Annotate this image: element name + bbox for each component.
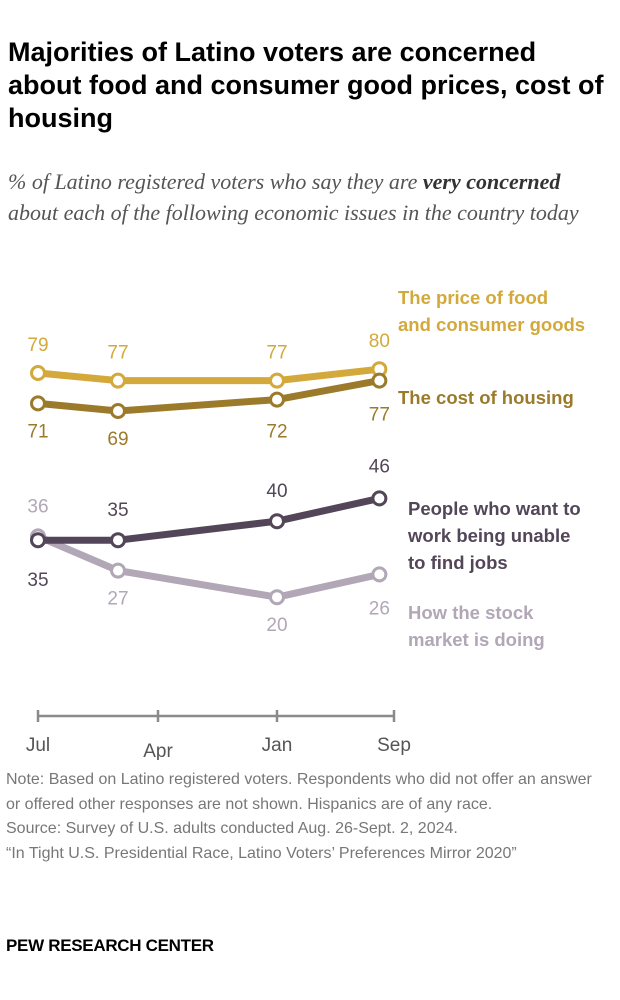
series-label: market is doing: [408, 629, 545, 650]
data-point: [30, 395, 46, 412]
data-label: 69: [107, 429, 128, 450]
data-label: 35: [107, 500, 128, 521]
chart-title: Majorities of Latino voters are concerne…: [8, 37, 604, 133]
note-text: Note: Based on Latino registered voters.…: [6, 771, 592, 813]
data-point: [30, 532, 46, 549]
report-title: “In Tight U.S. Presidential Race, Latino…: [6, 844, 517, 862]
data-label: 35: [27, 570, 48, 591]
data-label: 77: [266, 343, 287, 364]
series-label: The cost of housing: [398, 387, 574, 408]
data-label: 40: [266, 481, 287, 502]
data-label: 77: [369, 405, 390, 426]
series-label: How the stock: [408, 602, 534, 623]
series-line: [37, 365, 380, 385]
series-label: and consumer goods: [398, 314, 585, 335]
series-line: [36, 533, 381, 601]
x-tick-label: Jul: [26, 735, 50, 756]
data-label: 46: [369, 456, 390, 477]
chart-notes: Note: Based on Latino registered voters.…: [6, 768, 606, 866]
series-line: [38, 494, 381, 544]
data-label: 77: [107, 343, 128, 364]
series-label: People who want to: [408, 498, 581, 519]
x-tick-label: Jan: [262, 735, 293, 756]
data-label: 79: [27, 335, 48, 356]
data-point: [371, 372, 388, 389]
data-point: [371, 490, 388, 507]
data-point: [269, 391, 285, 408]
subtitle-text: % of Latino registered voters who say th…: [8, 169, 423, 194]
data-point: [269, 513, 285, 530]
data-label: 27: [107, 589, 128, 610]
subtitle-text-end: about each of the following economic iss…: [8, 200, 579, 225]
data-point: [269, 372, 285, 389]
series-line: [37, 377, 381, 415]
line-chart: Jul2022Apr2023Jan2024Sep202436272026How …: [26, 287, 585, 760]
data-point: [110, 562, 126, 579]
data-label: 26: [369, 598, 390, 619]
subtitle-emphasis: very concerned: [422, 169, 561, 194]
data-label: 72: [266, 422, 287, 443]
data-point: [371, 566, 388, 583]
data-label: 36: [27, 496, 48, 517]
data-point: [269, 589, 285, 606]
series-label: work being unable: [407, 525, 570, 546]
pew-logo: PEW RESEARCH CENTER: [6, 936, 214, 955]
series-label: to find jobs: [408, 552, 508, 573]
data-point: [110, 403, 126, 419]
data-label: 20: [266, 615, 287, 636]
data-label: 80: [369, 331, 390, 352]
series-label: The price of food: [398, 287, 548, 308]
chart-subtitle: % of Latino registered voters who say th…: [8, 166, 608, 228]
data-point: [30, 365, 46, 381]
source-text: Source: Survey of U.S. adults conducted …: [6, 820, 458, 837]
data-point: [110, 532, 126, 549]
data-point: [110, 372, 126, 389]
data-label: 71: [27, 421, 48, 442]
x-tick-label: Sep: [377, 735, 411, 756]
x-tick-label: Apr: [143, 741, 173, 760]
